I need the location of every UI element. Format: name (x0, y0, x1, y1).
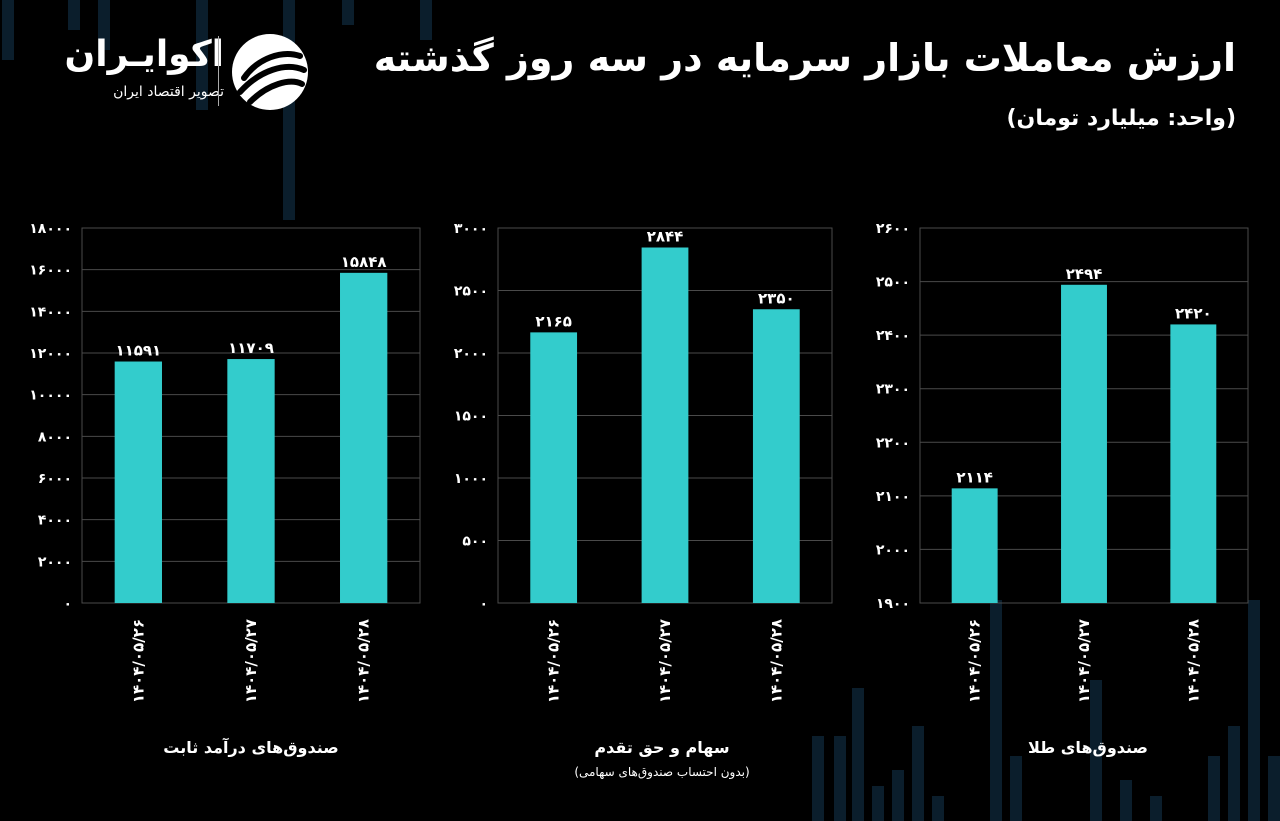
y-tick-label: ۰ (63, 596, 72, 612)
data-label: ۲۳۵۰ (758, 289, 795, 307)
data-label: ۲۱۶۵ (535, 312, 572, 330)
y-tick-label: ۶۰۰۰ (38, 471, 72, 487)
y-tick-label: ۱۴۰۰۰ (29, 304, 72, 320)
x-tick-label: ۱۴۰۴/۰۵/۲۶ (966, 619, 984, 703)
y-tick-label: ۱۶۰۰۰ (29, 263, 72, 279)
chart-1-title: صندوق‌های درآمد ثابت (163, 738, 339, 757)
y-tick-label: ۲۱۰۰ (876, 489, 910, 505)
x-tick-label: ۱۴۰۴/۰۵/۲۶ (545, 619, 563, 703)
brand: اکوایـران تصویر اقتصاد ایران (50, 32, 320, 112)
data-label: ۲۴۲۰ (1175, 304, 1212, 322)
chart-3-title: صندوق‌های طلا (1027, 738, 1149, 757)
y-tick-label: ۱۰۰۰ (454, 471, 488, 487)
y-tick-label: ۸۰۰۰ (38, 429, 72, 445)
data-label: ۲۸۴۴ (647, 228, 684, 246)
x-tick-label: ۱۴۰۴/۰۵/۲۷ (656, 619, 674, 703)
bar (752, 309, 800, 603)
data-label: ۲۱۱۴ (956, 468, 993, 486)
y-tick-label: ۲۳۰۰ (876, 382, 910, 398)
bar (1170, 324, 1217, 603)
ekoiran-logo-icon (232, 34, 308, 110)
bar (1061, 284, 1107, 603)
y-tick-label: ۱۹۰۰ (876, 596, 910, 612)
y-tick-label: ۴۰۰۰ (38, 513, 72, 529)
y-tick-label: ۱۰۰۰۰ (29, 388, 72, 404)
chart-3: ۱۹۰۰ ۲۰۰۰ ۲۱۰۰ ۲۲۰۰ ۲۳۰۰ ۲۴۰۰ ۲۵۰۰ ۲۶۰۰ ۲۱۱۴ ۱۴۰۴… (876, 221, 1249, 703)
y-tick-label: ۲۰۰۰ (876, 542, 910, 558)
x-tick-label: ۱۴۰۴/۰۵/۲۷ (1075, 619, 1093, 703)
chart-1: ۰ ۲۰۰۰ ۴۰۰۰ ۶۰۰۰ ۸۰۰۰ ۱۰۰۰۰ ۱۲۰۰۰ ۱۴۰۰۰ ۱۶۰۰۰ ۱۸۰… (29, 221, 421, 703)
data-label: ۱۵۸۴۸ (341, 253, 387, 271)
y-tick-label: ۲۰۰۰ (454, 346, 488, 362)
x-tick-label: ۱۴۰۴/۰۵/۲۸ (1184, 619, 1202, 703)
brand-tagline: تصویر اقتصاد ایران (113, 84, 224, 100)
chart-2-note: (بدون احتساب صندوق‌های سهامی) (574, 765, 750, 779)
data-label: ۱۱۷۰۹ (228, 339, 274, 357)
chart-2-title: سهام و حق تقدم (594, 738, 730, 757)
y-tick-label: ۱۵۰۰ (454, 409, 488, 425)
bar (951, 488, 998, 603)
y-tick-label: ۲۴۰۰ (876, 328, 910, 344)
y-tick-label: ۱۸۰۰۰ (29, 221, 72, 237)
y-tick-label: ۲۵۰۰ (876, 275, 910, 291)
unit-label: (واحد: میلیارد تومان) (1006, 106, 1237, 131)
bar (340, 272, 388, 603)
y-tick-label: ۲۰۰۰ (38, 554, 72, 570)
x-tick-label: ۱۴۰۴/۰۵/۲۶ (129, 619, 147, 703)
x-tick-label: ۱۴۰۴/۰۵/۲۸ (355, 619, 373, 703)
y-tick-label: ۲۲۰۰ (876, 435, 910, 451)
bar (530, 332, 578, 603)
y-tick-label: ۲۵۰۰ (454, 284, 488, 300)
brand-name: اکوایـران (64, 34, 224, 75)
brand-divider (218, 36, 219, 106)
y-tick-label: ۰ (479, 596, 488, 612)
bar (227, 359, 275, 603)
y-tick-label: ۲۶۰۰ (876, 221, 910, 237)
y-tick-label: ۱۲۰۰۰ (29, 346, 72, 362)
bar (114, 361, 162, 603)
data-label: ۲۴۹۴ (1066, 265, 1103, 283)
data-label: ۱۱۵۹۱ (115, 342, 161, 360)
page-title: ارزش معاملات بازار سرمایه در سه روز گذشت… (373, 36, 1236, 80)
x-tick-label: ۱۴۰۴/۰۵/۲۷ (242, 619, 260, 703)
x-tick-label: ۱۴۰۴/۰۵/۲۸ (767, 619, 785, 703)
y-tick-label: ۳۰۰۰ (454, 221, 488, 237)
y-tick-label: ۵۰۰ (462, 534, 488, 550)
bar (641, 247, 689, 603)
chart-2: ۰ ۵۰۰ ۱۰۰۰ ۱۵۰۰ ۲۰۰۰ ۲۵۰۰ ۳۰۰۰ ۲۱۶۵ ۱۴۰۴/۰۵/۲۶ ۲۸… (454, 221, 833, 703)
